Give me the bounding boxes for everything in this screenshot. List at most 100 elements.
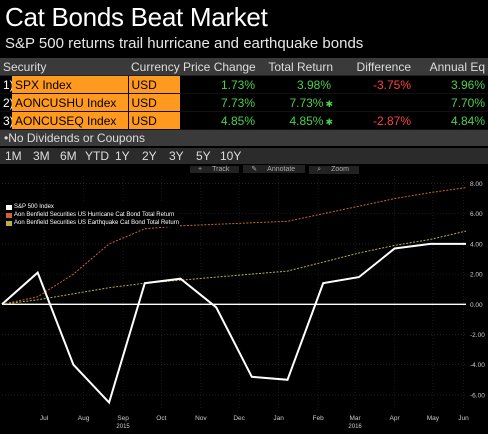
period-ytd[interactable]: YTD — [85, 149, 109, 163]
difference-cell: -3.75% — [336, 75, 415, 94]
table-row[interactable]: 1) SPX Index USD 1.73% 3.98% -3.75% 3.96… — [0, 75, 488, 94]
x-tick-label: Jan — [273, 415, 284, 422]
y-tick-label: 2.00 — [470, 272, 483, 279]
y-tick-label: 0.00 — [470, 302, 483, 309]
x-tick-label: Jun — [458, 415, 469, 422]
chart-title: Cat Bonds Beat Market — [5, 2, 268, 32]
legend-entry-earthquake[interactable]: Aon Benfield Securities US Earthquake Ca… — [6, 219, 179, 227]
period-5y[interactable]: 5Y — [196, 149, 211, 163]
x-axis: Jul Aug Sep Oct Nov Dec Jan Feb Mar Apr May Jun 2015… — [40, 415, 469, 430]
chart-grid — [2, 176, 466, 410]
legend-label: S&P 500 Index — [14, 204, 54, 210]
difference-cell — [336, 93, 415, 112]
period-2y[interactable]: 2Y — [142, 149, 157, 163]
price-change-cell: 7.73% — [180, 93, 259, 112]
total-return-value: 4.85% — [289, 113, 324, 128]
period-selector: 1M 3M 6M YTD 1Y 2Y 3Y 5Y 10Y — [0, 148, 488, 164]
header-security: Security — [0, 58, 129, 76]
legend-entry-spx[interactable]: S&P 500 Index — [6, 203, 179, 211]
legend-entry-hurricane[interactable]: Aon Benfield Securities US Hurricane Cat… — [6, 211, 179, 219]
asterisk-icon: ✱ — [325, 98, 334, 109]
table-row[interactable]: 2) AONCUSHU Index USD 7.73% 7.73%✱ 7.70% — [0, 93, 488, 112]
period-1m[interactable]: 1M — [5, 149, 22, 163]
y-tick-label: 6.00 — [470, 211, 483, 218]
note-bullet-icon: • — [4, 131, 9, 145]
header-difference: Difference — [336, 58, 415, 76]
track-label: Track — [208, 166, 234, 173]
difference-cell: -2.87% — [336, 111, 415, 130]
annual-eq-cell: 7.70% — [414, 93, 488, 112]
note-text: No Dividends or Coupons — [8, 131, 145, 145]
table-header-row: Security Currency Price Change Total Ret… — [0, 58, 488, 76]
header-price-change: Price Change — [180, 58, 259, 76]
currency-cell: USD — [127, 75, 181, 94]
x-tick-label: May — [427, 415, 440, 422]
legend-swatch — [6, 220, 12, 226]
currency-cell: USD — [127, 111, 181, 130]
price-change-cell: 1.73% — [180, 75, 259, 94]
chart-series — [1, 187, 467, 405]
total-return-cell: 4.85% ✱ — [258, 111, 337, 130]
header-annual-eq: Annual Eq — [414, 58, 488, 76]
y-tick-label: 4.00 — [470, 241, 483, 248]
total-return-value: 3.98% — [296, 77, 332, 92]
security-cell[interactable]: AONCUSEQ Index — [12, 111, 129, 130]
x-tick-label: Sep — [117, 415, 129, 422]
hurricane-series-line — [1, 187, 467, 305]
annual-eq-cell: 3.96% — [414, 75, 488, 94]
period-1y[interactable]: 1Y — [115, 149, 130, 163]
zoom-button[interactable]: ⌕ Zoom — [309, 166, 359, 174]
chart-legend: S&P 500 Index Aon Benfield Securities US… — [6, 203, 179, 227]
earthquake-series-line — [1, 230, 467, 305]
returns-table: Security Currency Price Change Total Ret… — [0, 58, 488, 130]
price-change-cell: 4.85% — [180, 111, 259, 130]
legend-label: Aon Benfield Securities US Earthquake Ca… — [14, 220, 179, 226]
x-tick-label: Nov — [195, 415, 207, 422]
x-tick-label: Jul — [40, 415, 49, 422]
magnifier-icon: ⌕ — [313, 166, 326, 174]
y-tick-label: -4.00 — [470, 362, 485, 369]
total-return-value: 7.73% — [289, 95, 324, 110]
x-year-label: 2016 — [348, 424, 362, 430]
spx-series-line — [1, 242, 466, 405]
annotate-label: Annotate — [263, 166, 300, 173]
y-tick-label: -2.00 — [470, 332, 485, 339]
x-tick-label: Feb — [313, 415, 325, 422]
zoom-label: Zoom — [327, 166, 353, 173]
currency-cell: USD — [127, 93, 181, 112]
header-currency: Currency — [128, 58, 181, 76]
period-3m[interactable]: 3M — [33, 149, 50, 163]
plus-icon: + — [194, 166, 207, 173]
x-year-label: 2015 — [116, 424, 130, 430]
chart-subtitle: S&P 500 returns trail hurricane and eart… — [5, 35, 364, 52]
row-number: 3) — [0, 111, 12, 130]
y-tick-label: -6.00 — [470, 392, 485, 399]
period-10y[interactable]: 10Y — [220, 149, 242, 163]
chart-toolbar: + Track ✎ Annotate ⌕ Zoom — [190, 165, 361, 175]
annual-eq-cell: 4.84% — [414, 111, 488, 130]
row-number: 2) — [0, 93, 12, 112]
pencil-icon: ✎ — [247, 165, 262, 173]
x-tick-label: Mar — [349, 415, 361, 422]
header-total-return: Total Return — [258, 58, 337, 76]
y-axis: -6.00 -4.00 -2.00 0.00 2.00 4.00 6.00 8.00 — [470, 181, 485, 399]
annotate-button[interactable]: ✎ Annotate — [243, 165, 306, 173]
asterisk-icon: ✱ — [325, 116, 334, 127]
total-return-cell: 3.98% — [258, 75, 337, 94]
legend-swatch — [6, 204, 12, 210]
x-tick-label: Dec — [233, 415, 245, 422]
row-number: 1) — [0, 75, 12, 94]
track-button[interactable]: + Track — [190, 166, 240, 173]
security-cell[interactable]: AONCUSHU Index — [12, 93, 129, 112]
period-6m[interactable]: 6M — [60, 149, 77, 163]
x-tick-label: Aug — [78, 415, 90, 422]
period-3y[interactable]: 3Y — [169, 149, 184, 163]
table-row[interactable]: 3) AONCUSEQ Index USD 4.85% 4.85%✱ -2.87… — [0, 111, 488, 130]
legend-label: Aon Benfield Securities US Hurricane Cat… — [14, 212, 175, 218]
y-tick-label: 8.00 — [470, 181, 483, 188]
security-cell[interactable]: SPX Index — [12, 75, 129, 94]
no-dividends-note: •No Dividends or Coupons — [0, 130, 488, 146]
legend-swatch — [6, 212, 12, 218]
x-tick-label: Oct — [156, 415, 166, 422]
total-return-cell: 7.73% ✱ — [258, 93, 337, 112]
